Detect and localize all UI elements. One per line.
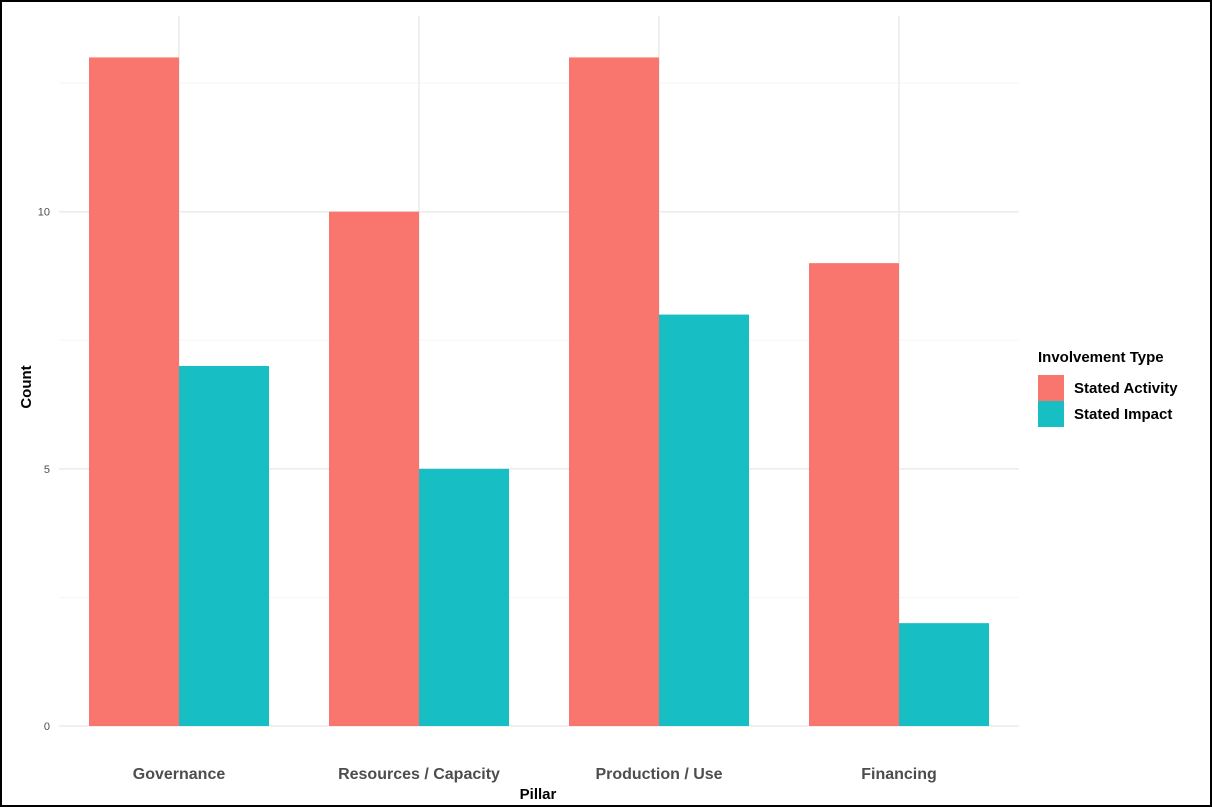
- x-tick-labels: Governance Resources / Capacity Production…: [133, 766, 937, 783]
- y-tick-label: 0: [44, 721, 50, 733]
- x-axis-title: Pillar: [520, 786, 557, 803]
- x-tick-label: Financing: [861, 766, 937, 783]
- x-tick-label: Resources / Capacity: [338, 766, 500, 783]
- bar: [329, 211, 419, 726]
- legend: Involvement Type Stated Activity Stated I…: [1038, 349, 1178, 427]
- legend-label: Stated Impact: [1074, 406, 1172, 423]
- legend-label: Stated Activity: [1074, 380, 1178, 397]
- y-tick-labels: 0 5 10: [38, 207, 50, 733]
- bar: [89, 57, 179, 726]
- bars: [89, 57, 989, 726]
- bar: [899, 623, 989, 726]
- x-tick-label: Governance: [133, 766, 226, 783]
- y-tick-label: 5: [44, 464, 50, 476]
- bar: [569, 57, 659, 726]
- bar: [809, 263, 899, 726]
- y-tick-label: 10: [38, 207, 50, 219]
- legend-swatch: [1038, 375, 1064, 401]
- bar: [659, 314, 749, 726]
- legend-items: Stated Activity Stated Impact: [1038, 375, 1178, 427]
- legend-swatch: [1038, 401, 1064, 427]
- y-axis-title: Count: [18, 365, 35, 408]
- x-tick-label: Production / Use: [595, 766, 722, 783]
- bar: [419, 468, 509, 726]
- bar: [179, 366, 269, 726]
- legend-title: Involvement Type: [1038, 349, 1164, 366]
